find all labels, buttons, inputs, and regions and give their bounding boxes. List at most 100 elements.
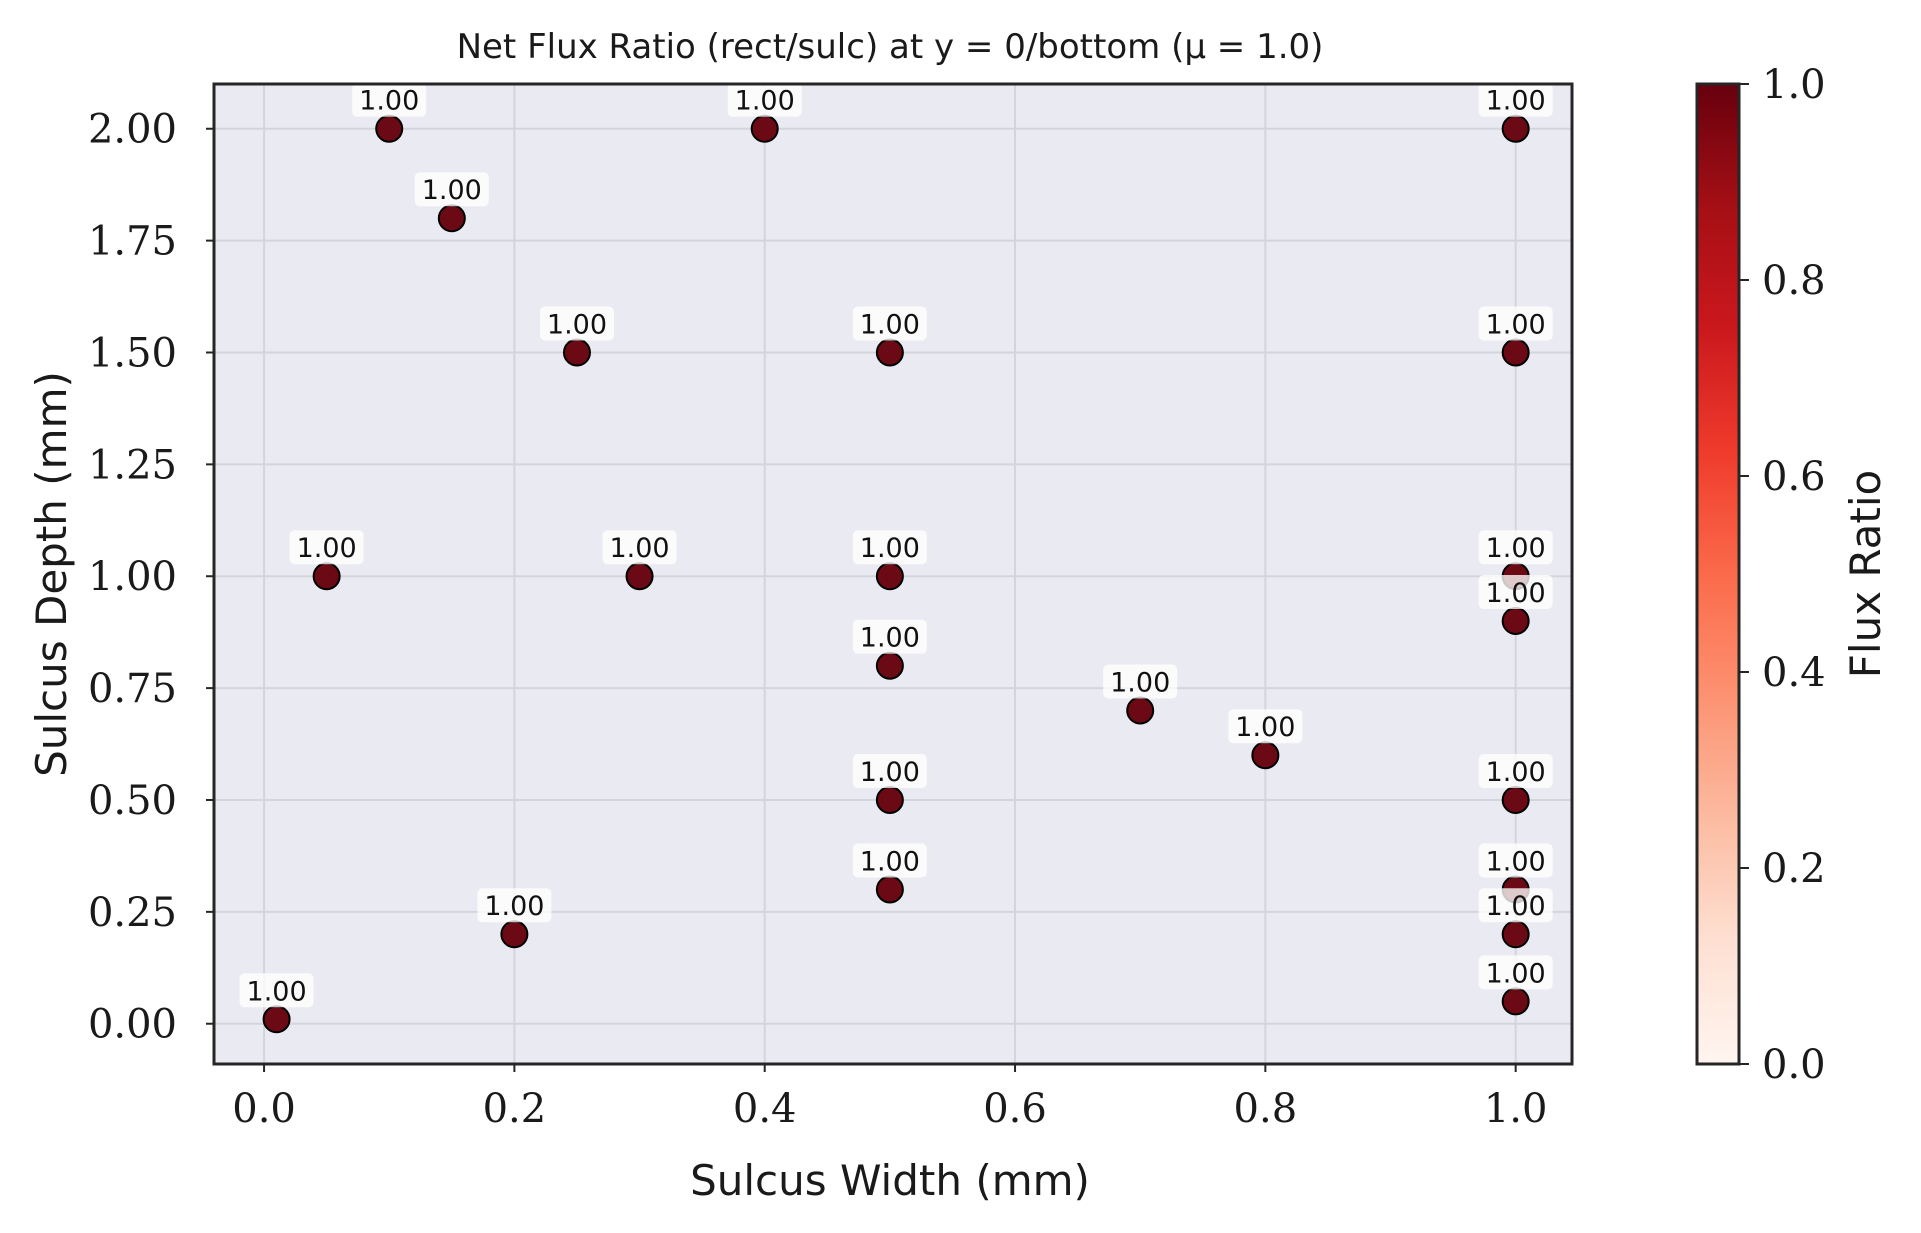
- data-point: 1.00: [352, 82, 427, 143]
- point-value-label: 1.00: [1486, 891, 1546, 922]
- point-marker: [262, 1005, 291, 1034]
- point-label-box: [539, 306, 614, 341]
- point-value-label: 1.00: [484, 891, 544, 922]
- point-value-label: 1.00: [1486, 309, 1546, 340]
- colorbar-frame: [1695, 82, 1741, 1066]
- data-point: 1.00: [539, 306, 614, 367]
- point-value-label: 1.00: [1486, 578, 1546, 609]
- point-value-label: 1.00: [422, 175, 482, 206]
- point-label-box: [1478, 574, 1553, 609]
- data-point: 1.00: [289, 530, 364, 591]
- point-marker: [1501, 987, 1530, 1016]
- y-tick-label: 1.25: [88, 442, 177, 488]
- data-point: 1.00: [1478, 753, 1553, 814]
- point-label-box: [852, 530, 927, 565]
- point-label-box: [1478, 82, 1553, 117]
- point-value-label: 1.00: [860, 309, 920, 340]
- point-value-label: 1.00: [609, 533, 669, 564]
- point-value-label: 1.00: [1486, 958, 1546, 989]
- y-axis-label: Sulcus Depth (mm): [27, 371, 76, 777]
- data-point: 1.00: [1478, 574, 1553, 635]
- point-marker: [625, 562, 654, 591]
- y-tick-label: 0.25: [88, 890, 177, 936]
- point-marker: [375, 114, 404, 143]
- point-label-box: [852, 753, 927, 788]
- point-marker: [1501, 606, 1530, 635]
- point-value-label: 1.00: [860, 623, 920, 654]
- point-value-label: 1.00: [359, 86, 419, 117]
- data-point: 1.00: [477, 888, 552, 949]
- data-point: 1.00: [1478, 955, 1553, 1016]
- point-label-box: [414, 172, 489, 207]
- data-point: 1.00: [1478, 888, 1553, 949]
- point-marker: [875, 338, 904, 367]
- data-point: 1.00: [602, 530, 677, 591]
- colorbar-tick-label: 0.0: [1762, 1042, 1826, 1088]
- point-marker: [1501, 785, 1530, 814]
- x-tick-label: 1.0: [1484, 1086, 1548, 1132]
- point-label-box: [1478, 955, 1553, 990]
- y-tick-label: 1.00: [88, 554, 177, 600]
- point-marker: [1251, 741, 1280, 770]
- y-tick-label: 1.50: [88, 330, 177, 376]
- point-label-box: [852, 843, 927, 878]
- y-tick-label: 0.75: [88, 666, 177, 712]
- data-point: 1.00: [1228, 709, 1303, 770]
- point-marker: [875, 562, 904, 591]
- colorbar-tick-label: 1.0: [1762, 62, 1826, 108]
- data-point: 1.00: [1478, 82, 1553, 143]
- point-marker: [1501, 114, 1530, 143]
- point-marker: [312, 562, 341, 591]
- x-axis-label: Sulcus Width (mm): [690, 1156, 1090, 1205]
- colorbar-tick-label: 0.4: [1762, 650, 1826, 696]
- point-label-box: [1478, 888, 1553, 923]
- point-label-box: [1478, 843, 1553, 878]
- data-point: 1.00: [852, 306, 927, 367]
- colorbar-gradient: [1697, 84, 1739, 1064]
- point-label-box: [1103, 664, 1178, 699]
- y-tick-label: 0.00: [88, 1002, 177, 1048]
- point-label-box: [1478, 530, 1553, 565]
- colorbar-tick-label: 0.2: [1762, 846, 1826, 892]
- y-axis-ticks: 0.00 0.25 0.50 0.75 1.00 1.25 1.50 1.75 2.00: [88, 107, 214, 1048]
- point-marker: [1501, 338, 1530, 367]
- colorbar-tick-label: 0.8: [1762, 258, 1826, 304]
- data-point: 1.00: [414, 172, 489, 233]
- point-marker: [875, 651, 904, 680]
- point-value-label: 1.00: [860, 757, 920, 788]
- data-point: 1.00: [852, 619, 927, 680]
- data-point: 1.00: [1103, 664, 1178, 725]
- point-value-label: 1.00: [1486, 757, 1546, 788]
- point-label-box: [602, 530, 677, 565]
- point-label-box: [477, 888, 552, 923]
- data-point: 1.00: [1478, 306, 1553, 367]
- data-point: 1.00: [852, 753, 927, 814]
- point-label-box: [852, 619, 927, 654]
- x-tick-label: 0.6: [983, 1086, 1047, 1132]
- point-label-box: [239, 973, 314, 1008]
- point-marker: [1126, 696, 1155, 725]
- chart-title: Net Flux Ratio (rect/sulc) at y = 0/bott…: [457, 27, 1324, 67]
- point-value-label: 1.00: [1110, 667, 1170, 698]
- point-marker: [562, 338, 591, 367]
- point-label-box: [852, 306, 927, 341]
- y-tick-label: 0.50: [88, 778, 177, 824]
- point-value-label: 1.00: [1486, 846, 1546, 877]
- colorbar-tick-label: 0.6: [1762, 454, 1826, 500]
- colorbar-label: Flux Ratio: [1841, 470, 1890, 678]
- data-point: 1.00: [727, 82, 802, 143]
- point-label-box: [1478, 753, 1553, 788]
- point-marker: [437, 204, 466, 233]
- point-label-box: [727, 82, 802, 117]
- point-label-box: [1228, 709, 1303, 744]
- y-tick-label: 2.00: [88, 107, 177, 153]
- point-marker: [500, 920, 529, 949]
- data-point: 1.00: [852, 843, 927, 904]
- point-marker: [750, 114, 779, 143]
- point-marker: [1501, 920, 1530, 949]
- data-point: 1.00: [852, 530, 927, 591]
- point-marker: [875, 875, 904, 904]
- point-value-label: 1.00: [547, 309, 607, 340]
- x-axis-ticks: 0.0 0.2 0.4 0.6 0.8 1.0: [232, 1064, 1547, 1132]
